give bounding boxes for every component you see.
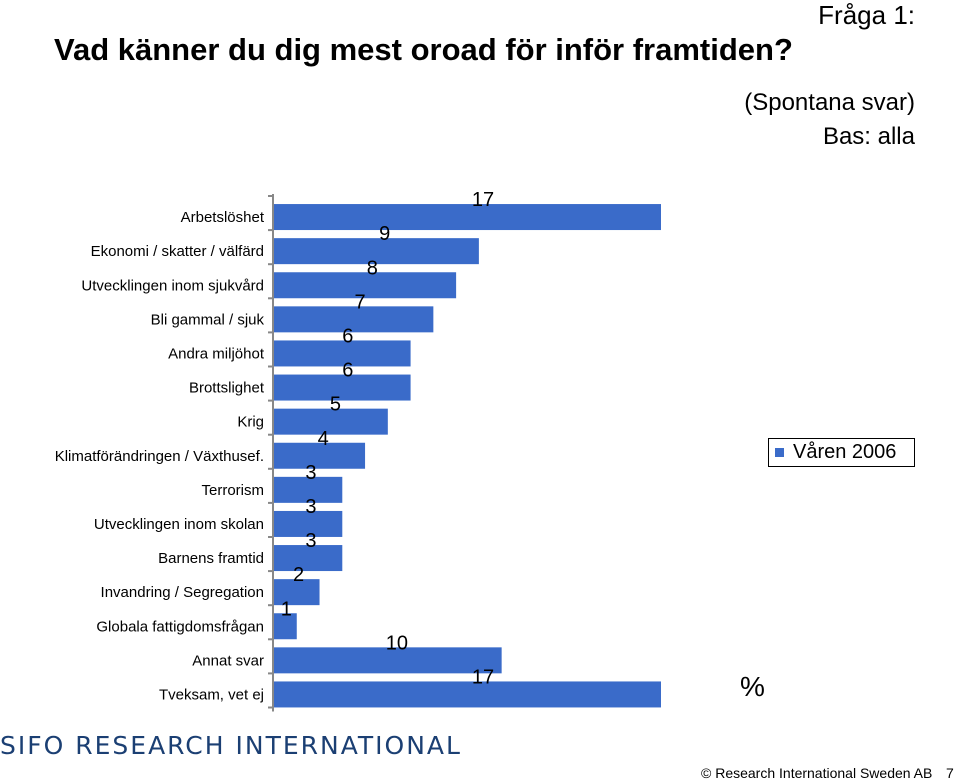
data-label: 10 <box>386 632 408 654</box>
data-label: 9 <box>379 223 390 245</box>
bar <box>274 204 661 231</box>
data-label: 4 <box>318 428 329 450</box>
legend-swatch <box>775 448 784 457</box>
category-label: Krig <box>237 414 264 431</box>
category-label: Tveksam, vet ej <box>159 686 264 703</box>
bar <box>274 238 479 265</box>
category-label: Globala fattigdomsfrågan <box>96 618 264 635</box>
data-label: 17 <box>472 189 494 211</box>
bar <box>274 510 343 537</box>
company-logo: SIFO RESEARCH INTERNATIONAL <box>0 731 462 760</box>
unit-label: % <box>740 671 765 702</box>
bar <box>274 681 661 708</box>
chart-subtitle: (Spontana svar) <box>744 89 915 116</box>
data-label: 3 <box>305 530 316 552</box>
category-label: Utvecklingen inom skolan <box>94 516 264 533</box>
legend-label: Våren 2006 <box>793 441 897 463</box>
category-label: Klimatförändringen / Växthusef. <box>55 448 264 465</box>
bar <box>274 613 297 640</box>
category-label: Brottslighet <box>189 380 265 397</box>
legend: Våren 2006 <box>768 438 915 467</box>
category-label: Invandring / Segregation <box>101 584 264 601</box>
data-label: 17 <box>472 666 494 688</box>
data-label: 2 <box>293 564 304 586</box>
category-label: Bli gammal / sjuk <box>151 311 265 328</box>
category-label: Utvecklingen inom sjukvård <box>81 277 264 294</box>
data-label: 8 <box>367 257 378 279</box>
data-label: 3 <box>305 462 316 484</box>
bar <box>274 579 320 606</box>
bar <box>274 374 411 401</box>
bar <box>274 442 366 469</box>
data-label: 7 <box>354 291 365 313</box>
bar <box>274 408 388 435</box>
bar <box>274 647 502 674</box>
data-label: 6 <box>342 360 353 382</box>
question-number: Fråga 1: <box>818 0 915 30</box>
chart-title: Vad känner du dig mest oroad för inför f… <box>54 32 793 67</box>
bar <box>274 340 411 367</box>
data-label: 3 <box>305 496 316 518</box>
data-label: 6 <box>342 325 353 347</box>
page-number: 7 <box>946 765 954 781</box>
bar <box>274 476 343 503</box>
chart-base: Bas: alla <box>822 123 915 150</box>
category-label: Arbetslöshet <box>181 209 265 226</box>
bar <box>274 545 343 572</box>
category-label: Ekonomi / skatter / välfärd <box>91 243 264 260</box>
category-label: Barnens framtid <box>158 550 264 567</box>
bar <box>274 306 434 333</box>
copyright-text: © Research International Sweden AB <box>701 765 933 781</box>
bar <box>274 272 457 299</box>
category-label: Annat svar <box>192 652 264 669</box>
data-label: 5 <box>330 394 341 416</box>
category-label: Terrorism <box>202 482 265 499</box>
category-label: Andra miljöhot <box>168 345 265 362</box>
data-label: 1 <box>281 598 292 620</box>
